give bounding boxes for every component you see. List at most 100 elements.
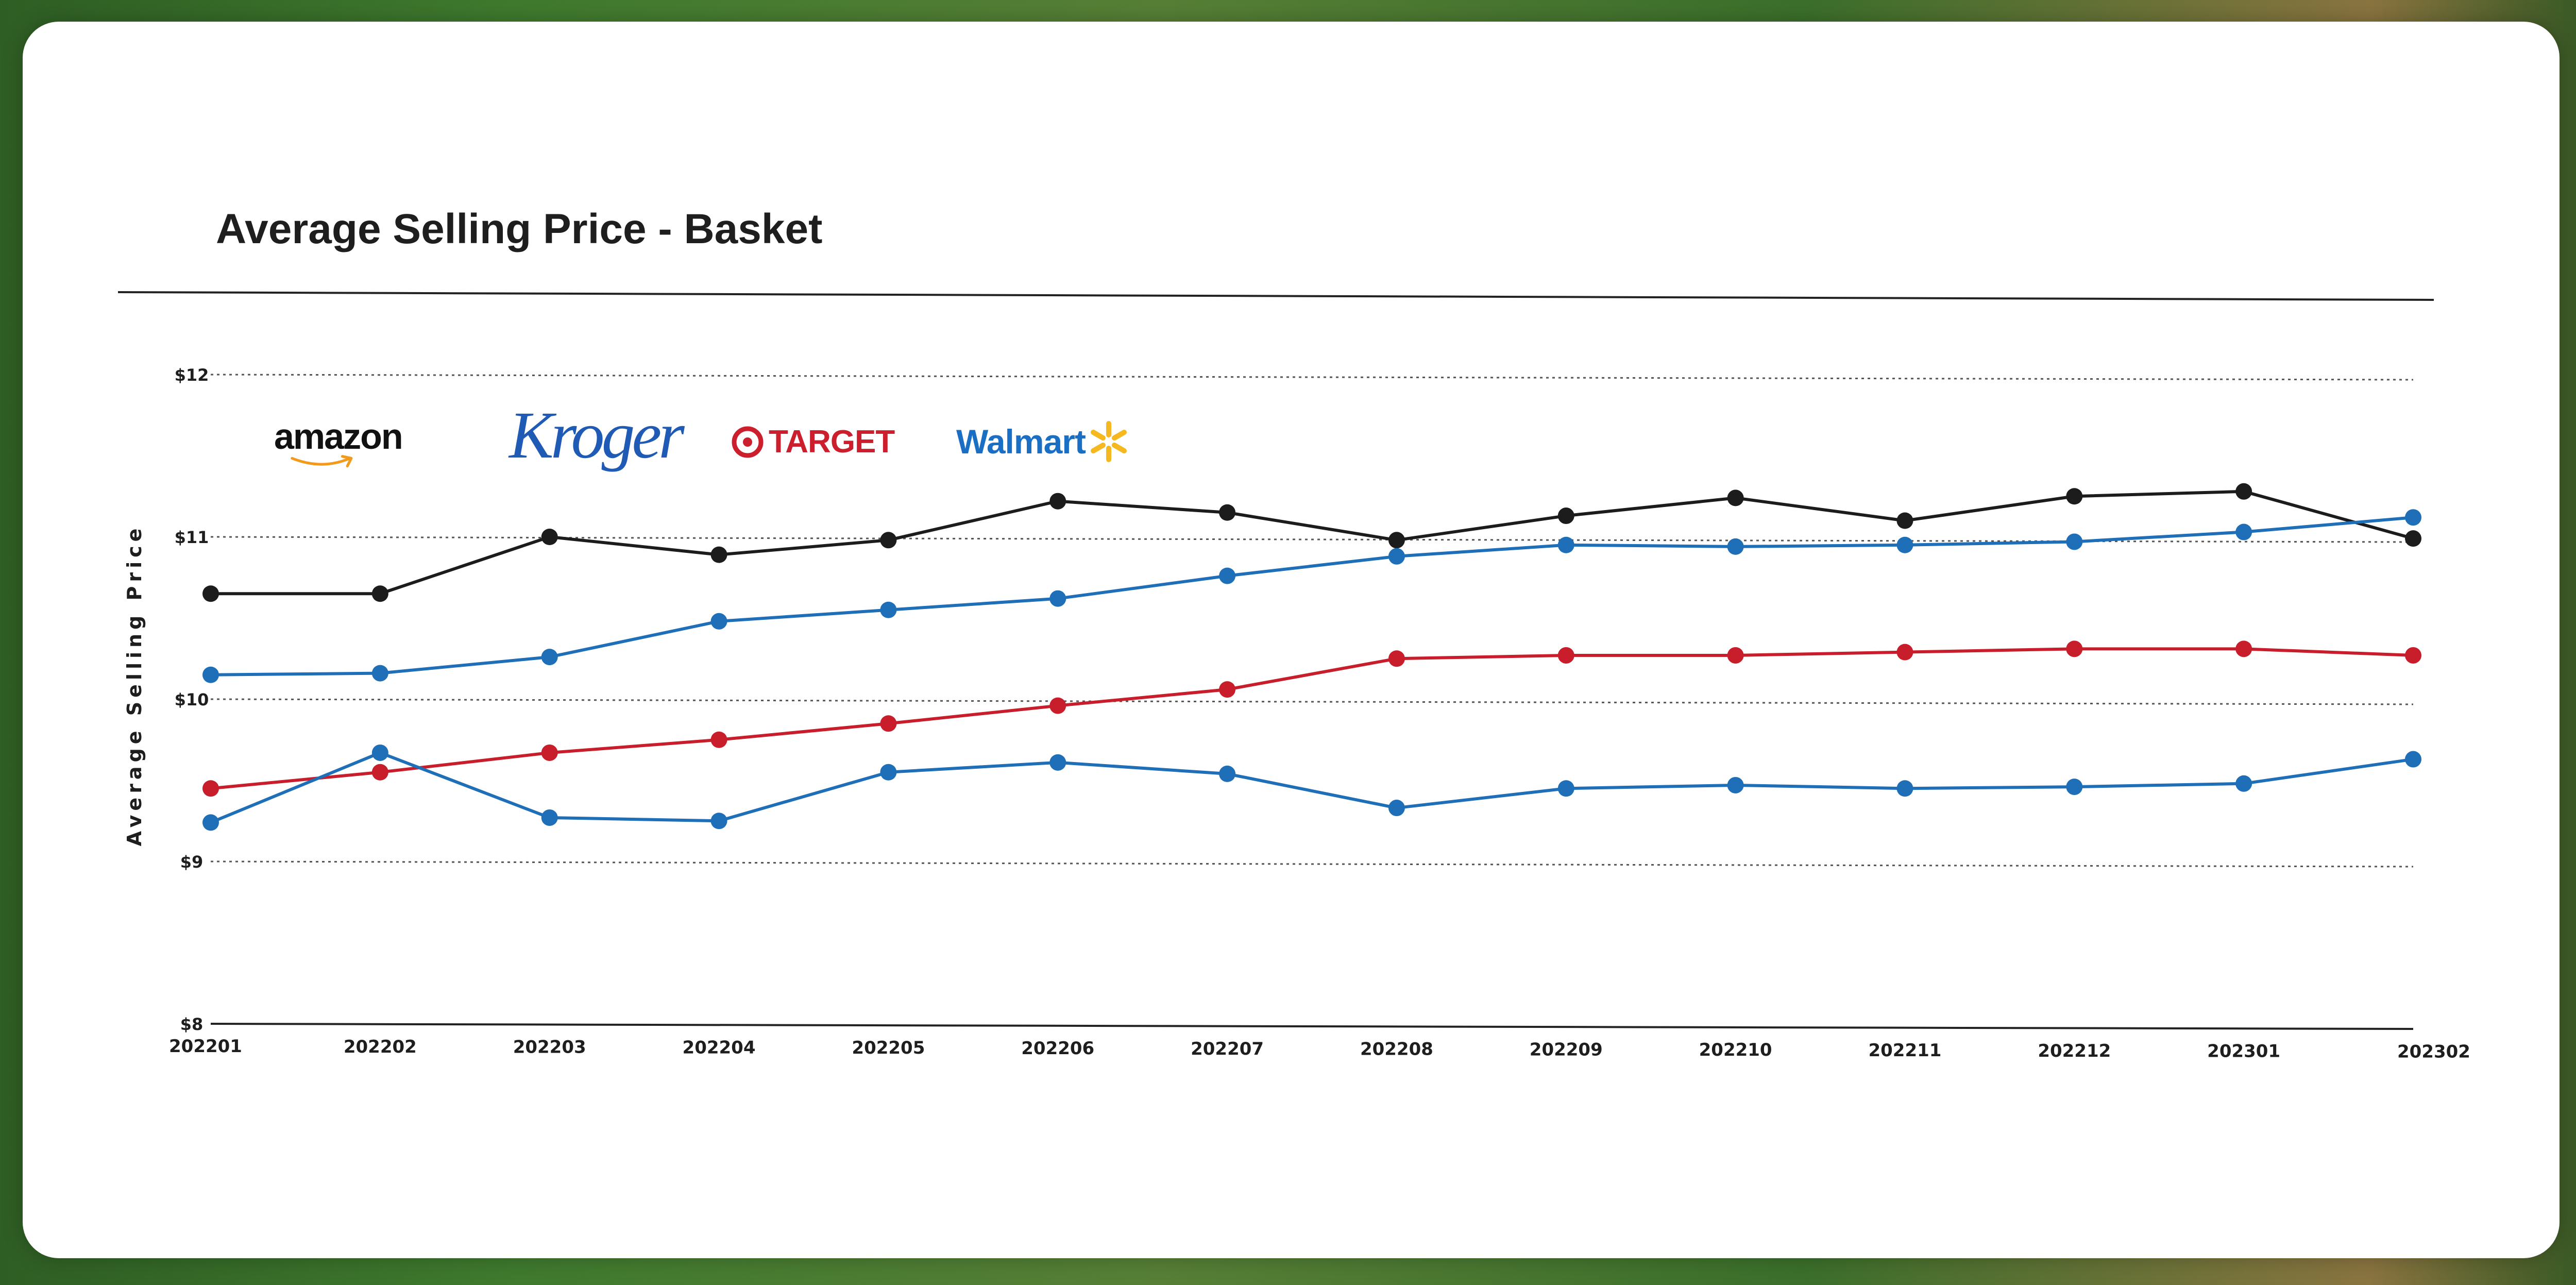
data-point [1896,512,1913,529]
y-tick-label: $11 [175,528,209,547]
x-tick-label: 202211 [1868,1040,1941,1061]
data-point [880,601,897,618]
data-point [1388,548,1405,565]
data-point [1557,647,1574,664]
data-point [2235,775,2252,792]
chart-title: Average Selling Price - Basket [216,206,822,252]
data-point [541,529,558,545]
data-point [2235,483,2252,500]
data-point [2235,523,2252,540]
data-point [2405,751,2421,768]
x-tick-label: 202208 [1360,1039,1433,1060]
grid-line [210,536,2414,543]
series-1 [202,483,2421,602]
x-tick-label: 202302 [2397,1041,2470,1062]
amazon-logo-text: amazon [274,416,403,456]
data-point [1049,754,1066,771]
target-bullseye-icon [732,426,764,458]
title-divider [117,291,2434,301]
data-point [710,613,727,630]
data-point [2066,640,2083,657]
data-point [541,649,558,666]
data-point [880,715,897,732]
data-point [880,764,897,781]
x-axis-line [210,1023,2414,1030]
y-axis-label: Average Selling Price [123,525,146,847]
series-2 [202,509,2421,683]
grid-lines [210,374,2414,1030]
x-axis-ticks: 202201 202202 202203 202204 202205 202206 2022… [169,1036,2470,1062]
target-logo-text: TARGET [769,424,895,460]
data-point [2235,640,2252,657]
data-point [1557,508,1574,525]
data-point [371,665,388,682]
data-point [2066,488,2083,505]
x-tick-label: 202202 [344,1037,417,1057]
data-point [1049,590,1066,607]
data-point [1219,681,1236,698]
grid-line [210,374,2414,381]
target-logo: TARGET [732,424,895,460]
x-tick-label: 202207 [1191,1039,1264,1059]
series-4 [202,744,2421,831]
data-point [202,666,219,683]
y-tick-label: $9 [180,852,204,872]
x-tick-label: 202212 [2038,1041,2111,1061]
series-line [210,647,2414,790]
data-point [1727,647,1744,664]
data-point [1896,644,1913,661]
amazon-logo: amazon [274,418,408,470]
y-tick-label: $12 [175,365,209,385]
data-point [371,744,388,761]
data-point [2405,530,2421,547]
kroger-logo: Kroger [509,397,685,474]
data-point [1727,538,1744,555]
x-tick-label: 202206 [1021,1038,1094,1059]
data-point [371,764,388,781]
x-tick-label: 202204 [683,1037,756,1058]
y-tick-label: $10 [175,690,209,709]
grid-line [210,860,2414,868]
x-tick-label: 202203 [513,1037,586,1058]
data-point [1049,493,1066,510]
data-point [710,731,727,748]
y-tick-label: $8 [180,1015,204,1034]
data-point [202,780,219,797]
data-point [2405,647,2421,664]
grid-line [210,698,2414,705]
x-tick-label: 202205 [852,1038,925,1058]
chart-card: Average Selling Price - Basket $8 $9 $10 $1… [23,22,2560,1258]
x-tick-label: 202201 [169,1036,242,1057]
data-point [2066,779,2083,796]
data-point [710,546,727,563]
kroger-logo-text: Kroger [509,398,685,472]
series-line [210,516,2414,677]
data-point [1727,489,1744,506]
data-point [1388,650,1405,667]
data-point [1896,780,1913,797]
data-point [1219,504,1236,521]
data-point [1896,536,1913,553]
data-point [2405,509,2421,526]
x-tick-label: 202210 [1699,1040,1772,1060]
walmart-spark-icon [1090,421,1127,462]
data-point [541,809,558,826]
data-point [1388,532,1405,549]
walmart-logo-text: Walmart [956,422,1086,461]
data-point [371,585,388,602]
data-point [1727,776,1744,793]
data-point [880,532,897,549]
data-point [202,585,219,602]
data-point [2066,533,2083,550]
data-point [541,744,558,761]
data-point [1219,567,1236,584]
data-point [1049,697,1066,714]
line-chart: Average Selling Price - Basket $8 $9 $10 $1… [117,206,2470,1062]
data-point [1557,780,1574,797]
data-point [202,814,219,831]
series-group [202,483,2421,831]
data-point [710,813,727,830]
x-tick-label: 202301 [2207,1041,2280,1062]
x-tick-label: 202209 [1530,1039,1603,1060]
series-line [210,751,2414,824]
